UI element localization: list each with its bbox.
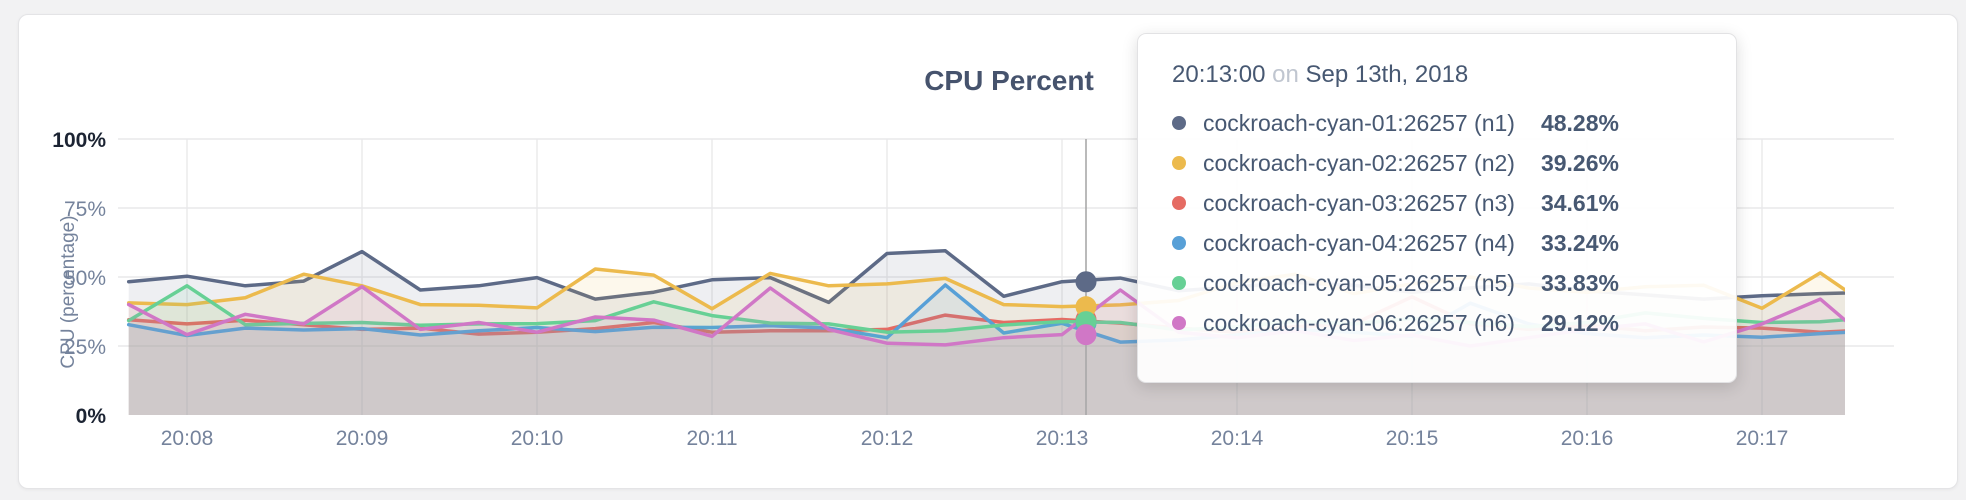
hover-dot-n6: [1075, 324, 1097, 346]
x-tick-label: 20:12: [861, 427, 914, 450]
y-tick-label: 25%: [64, 336, 106, 359]
series-name: cockroach-cyan-02:26257 (n2): [1203, 149, 1515, 176]
series-color-dot-icon: [1172, 156, 1186, 170]
x-tick-label: 20:14: [1211, 427, 1264, 450]
y-axis-labels: 0% 25% 50% 75% 100%: [52, 129, 106, 428]
series-name: cockroach-cyan-06:26257 (n6): [1203, 309, 1515, 336]
series-name: cockroach-cyan-05:26257 (n5): [1203, 269, 1515, 296]
series-name: cockroach-cyan-01:26257 (n1): [1203, 109, 1515, 136]
x-tick-label: 20:17: [1736, 427, 1789, 450]
series-value: 48.28%: [1540, 109, 1619, 136]
hover-dots: [1075, 271, 1097, 346]
y-tick-label: 0%: [76, 405, 107, 428]
series-color-dot-icon: [1172, 116, 1186, 130]
tooltip-on-separator: on: [1272, 61, 1299, 88]
tooltip-row: cockroach-cyan-01:26257 (n1) 48.28%: [1172, 103, 1702, 143]
tooltip-row: cockroach-cyan-03:26257 (n3) 34.61%: [1172, 183, 1702, 223]
y-tick-label: 50%: [64, 267, 106, 290]
hover-dot-n1: [1075, 271, 1097, 293]
tooltip-date: Sep 13th, 2018: [1305, 61, 1469, 88]
tooltip-rows: cockroach-cyan-01:26257 (n1) 48.28% cockro…: [1172, 103, 1702, 343]
x-axis-labels: 20:08 20:09 20:10 20:11 20:12 20:13 20:14 20:15…: [161, 427, 1789, 450]
series-value: 33.24%: [1540, 229, 1619, 256]
x-tick-label: 20:11: [687, 427, 738, 450]
x-tick-label: 20:08: [161, 427, 214, 450]
x-tick-label: 20:09: [336, 427, 389, 450]
series-name: cockroach-cyan-03:26257 (n3): [1203, 189, 1515, 216]
chart-title: CPU Percent: [924, 65, 1094, 96]
tooltip-title: 20:13:00 on Sep 13th, 2018: [1172, 59, 1702, 91]
tooltip-time: 20:13:00: [1172, 61, 1266, 88]
series-value: 33.83%: [1540, 269, 1619, 296]
x-tick-label: 20:13: [1036, 427, 1089, 450]
y-tick-label: 100%: [52, 129, 106, 152]
hover-tooltip: 20:13:00 on Sep 13th, 2018 cockroach-cya…: [1137, 33, 1737, 383]
tooltip-row: cockroach-cyan-04:26257 (n4) 33.24%: [1172, 223, 1702, 263]
x-tick-label: 20:15: [1386, 427, 1439, 450]
x-tick-label: 20:16: [1561, 427, 1614, 450]
tooltip-row: cockroach-cyan-02:26257 (n2) 39.26%: [1172, 143, 1702, 183]
x-tick-label: 20:10: [511, 427, 564, 450]
series-color-dot-icon: [1172, 276, 1186, 290]
y-tick-label: 75%: [64, 198, 106, 221]
hover-dot-n2: [1075, 296, 1097, 318]
tooltip-row: cockroach-cyan-05:26257 (n5) 33.83%: [1172, 263, 1702, 303]
series-value: 34.61%: [1540, 189, 1619, 216]
series-value: 29.12%: [1540, 309, 1619, 336]
series-name: cockroach-cyan-04:26257 (n4): [1203, 229, 1515, 256]
series-color-dot-icon: [1172, 316, 1186, 330]
series-color-dot-icon: [1172, 196, 1186, 210]
tooltip-row: cockroach-cyan-06:26257 (n6) 29.12%: [1172, 303, 1702, 343]
series-color-dot-icon: [1172, 236, 1186, 250]
series-value: 39.26%: [1540, 149, 1619, 176]
